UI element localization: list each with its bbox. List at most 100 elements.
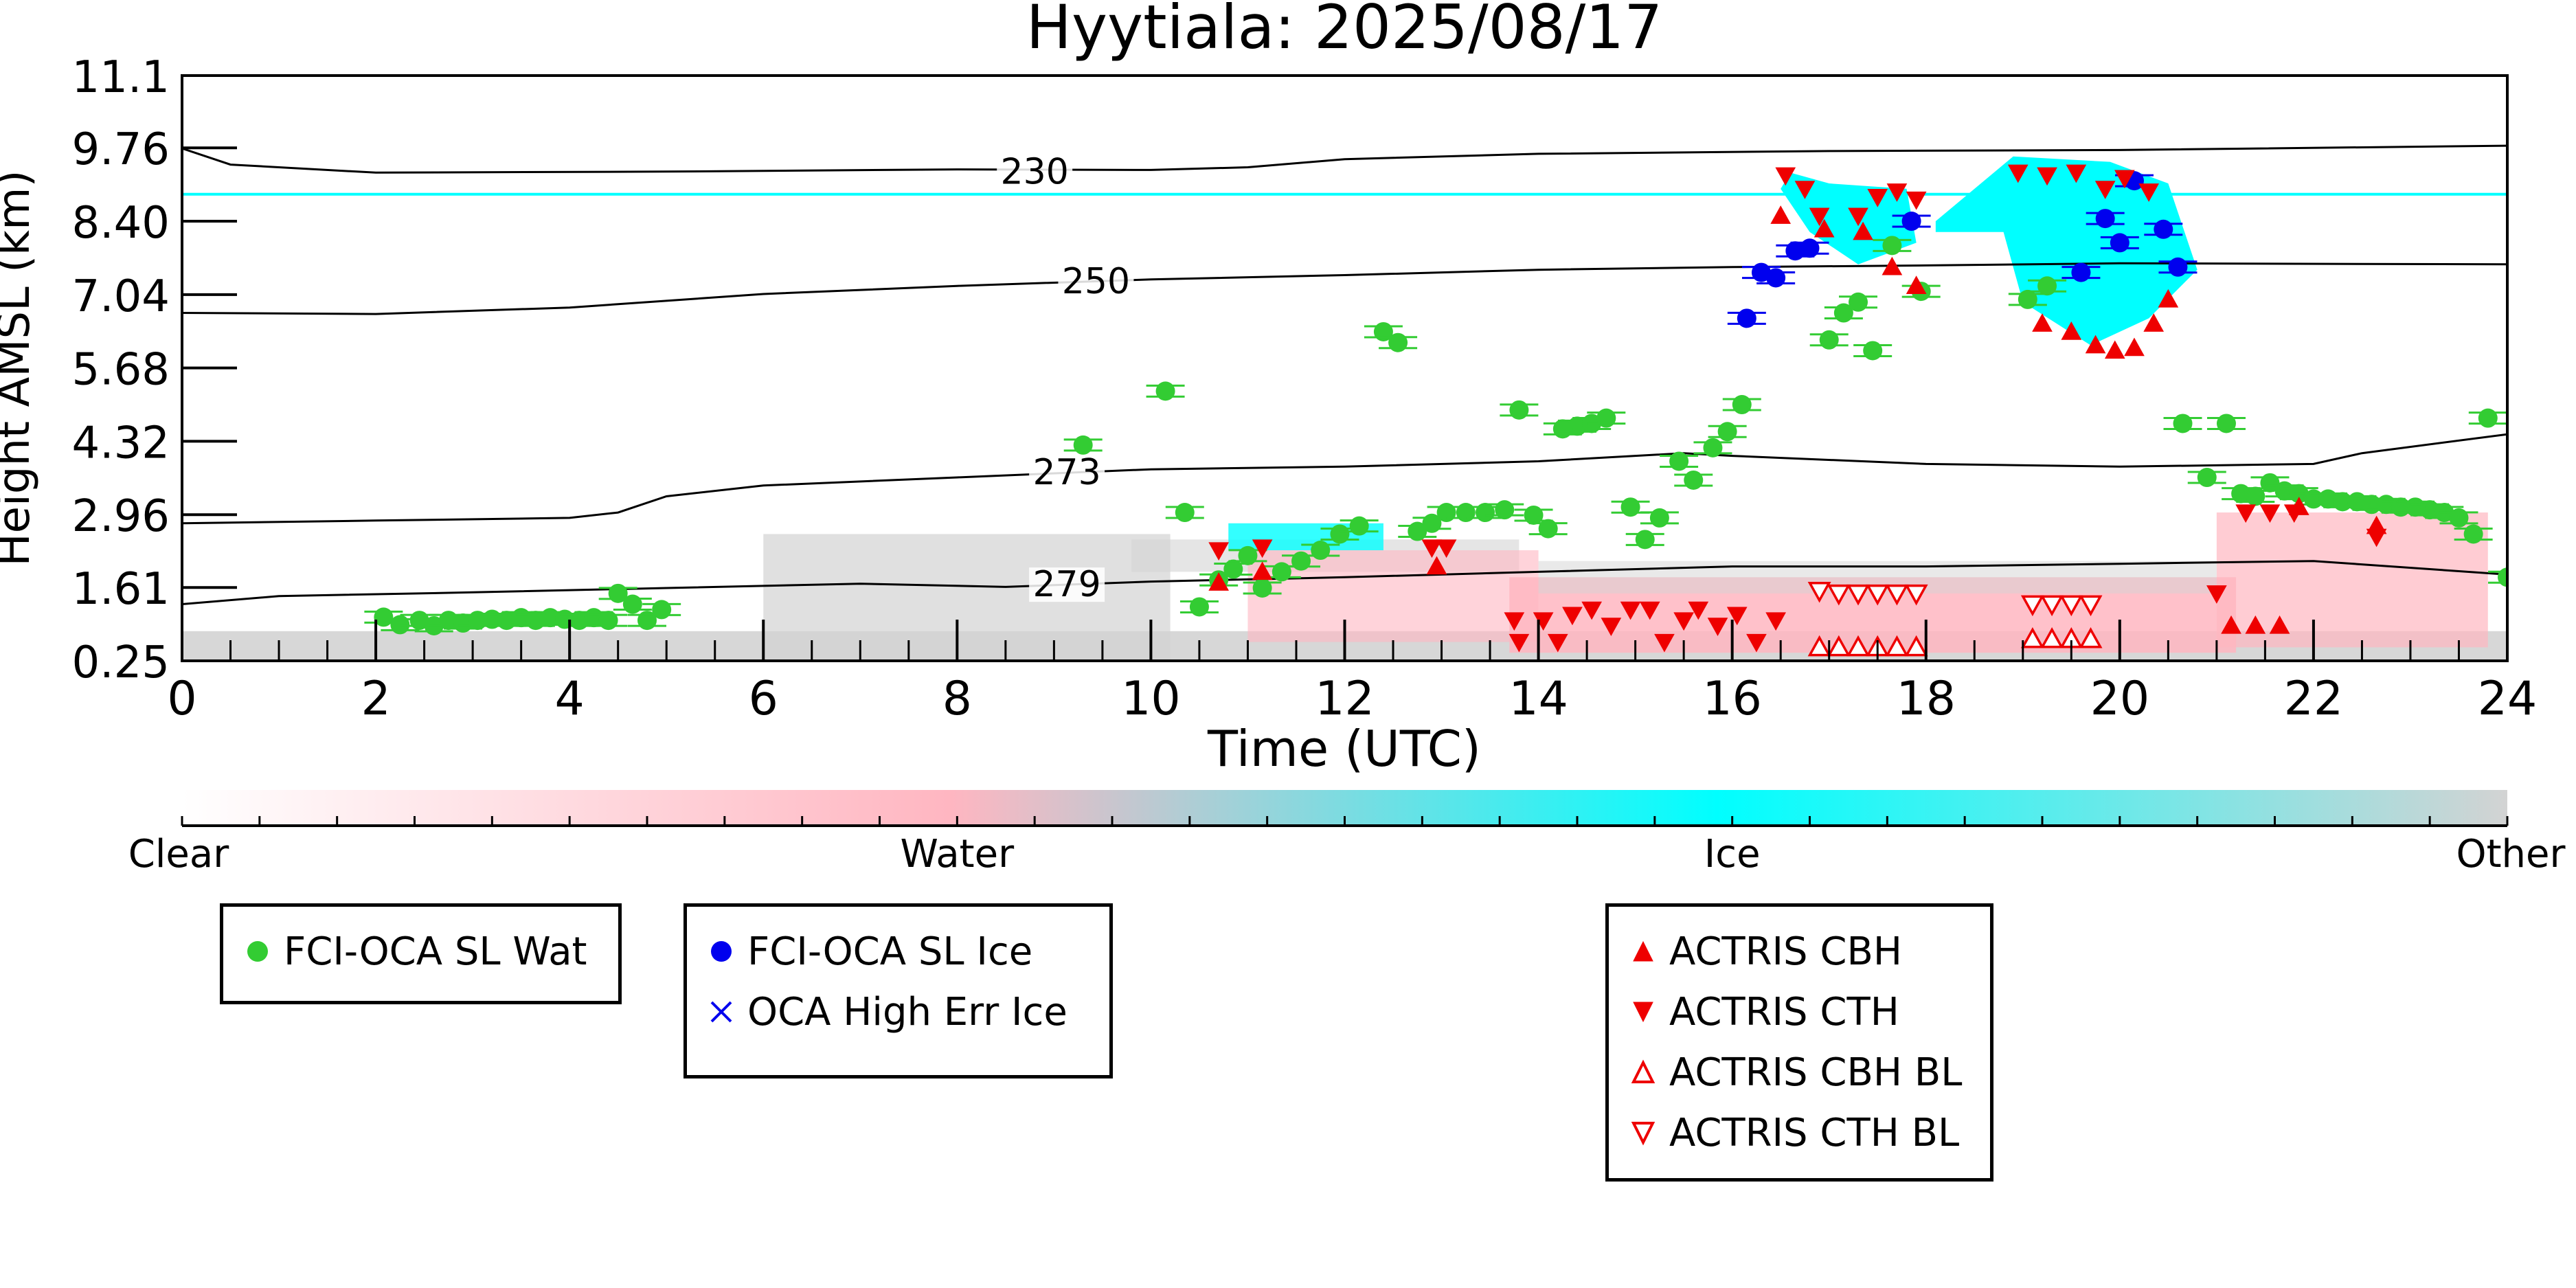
actris-cth-bl-point <box>2040 595 2064 617</box>
actris-cth-point <box>2114 170 2135 189</box>
actris-cbh-bl-point <box>1904 635 1928 657</box>
x-tick-label: 8 <box>942 672 972 726</box>
x-marker-icon <box>710 1001 732 1023</box>
actris-cth-point <box>1794 181 1816 199</box>
x-tick-label: 18 <box>1896 672 1956 726</box>
colorbar-labels: Clear Water Ice Other <box>128 832 2566 877</box>
fci-oca-sl-wat-point <box>453 613 473 633</box>
actris-cth-point <box>1421 539 1443 558</box>
fci-oca-sl-wat-point <box>1495 500 1515 520</box>
actris-cth-point <box>1252 539 1273 558</box>
contour-label-bg <box>1058 264 1134 299</box>
actris-cth-point <box>1809 207 1830 227</box>
contour-label-273: 273 <box>1032 452 1100 493</box>
fci-oca-sl-wat-point <box>1291 551 1311 571</box>
actris-cbh-point <box>2158 289 2179 308</box>
actris-cth-point <box>2259 504 2281 523</box>
fci-oca-sl-wat-point <box>2216 414 2236 433</box>
actris-cbh-bl-point <box>2079 626 2103 648</box>
fci-oca-sl-wat-point <box>2406 497 2426 517</box>
contour-label-bg <box>997 155 1073 190</box>
fci-oca-sl-ice-point <box>2168 257 2188 277</box>
actris-cbh-bl-point <box>1807 635 1831 657</box>
triangle-marker-icon <box>1631 1059 1656 1083</box>
x-tick-label: 0 <box>167 672 196 726</box>
actris-cbh-point <box>1906 275 1927 294</box>
contour-label-bg <box>1029 567 1105 602</box>
temperature-contour-273 <box>182 433 2507 525</box>
fci-oca-sl-wat-point <box>511 608 531 628</box>
fci-oca-sl-wat-point <box>1882 236 1902 256</box>
fci-oca-sl-wat-point <box>1476 503 1495 523</box>
fci-oca-sl-wat-point <box>1819 330 1839 350</box>
legend-label: OCA High Err Ice <box>747 989 1067 1035</box>
colorbar-label-ice: Ice <box>1704 832 1761 877</box>
fci-oca-sl-wat-point <box>2197 468 2217 488</box>
fci-oca-sl-wat-point <box>2420 500 2440 520</box>
fci-oca-sl-wat-point <box>1238 545 1258 565</box>
fci-oca-sl-wat-point <box>1635 530 1655 550</box>
actris-cth-point <box>1673 612 1694 631</box>
legend-label: ACTRIS CBH <box>1669 929 1903 974</box>
x-tick-label: 4 <box>555 672 585 726</box>
actris-cth-point <box>2037 167 2057 186</box>
fci-oca-sl-wat-point <box>1330 524 1350 544</box>
fci-oca-sl-ice-point <box>1785 241 1805 261</box>
fci-oca-sl-wat-point <box>584 608 604 628</box>
actris-cth-point <box>1208 542 1229 561</box>
fci-oca-sl-wat-point <box>1568 416 1587 436</box>
fci-oca-sl-wat-point <box>2376 495 2396 515</box>
fci-oca-sl-ice-point <box>2071 262 2091 282</box>
legend-actris: ACTRIS CBH ACTRIS CTH ACTRIS CBH BL ACTRIS … <box>1605 903 1993 1182</box>
x-tick-label: 10 <box>1121 672 1181 726</box>
actris-cbh-point <box>2061 321 2082 340</box>
bg-water-1 <box>1247 550 1539 642</box>
temperature-contour-279 <box>182 560 2507 605</box>
bg-ice-line <box>182 192 2507 196</box>
actris-cth-point <box>2138 183 2159 202</box>
fci-oca-sl-ice-point <box>1800 238 1820 258</box>
fci-oca-sl-ice-point <box>1766 268 1786 288</box>
fci-oca-sl-wat-point <box>1669 451 1689 471</box>
actris-cth-bl-point <box>1807 581 1831 603</box>
fci-oca-sl-wat-point <box>1552 419 1572 439</box>
actris-cth-point <box>1906 191 1927 210</box>
actris-cth-point <box>1707 618 1728 636</box>
actris-cth-point <box>1620 601 1641 620</box>
fci-oca-sl-wat-point <box>2498 567 2507 587</box>
y-tick-label: 8.40 <box>72 198 170 249</box>
actris-cth-point <box>2094 181 2116 199</box>
actris-cth-point <box>2066 164 2087 183</box>
fci-oca-sl-wat-point <box>1436 503 1456 523</box>
fci-oca-sl-wat-point <box>2260 473 2280 493</box>
actris-cbh-point <box>1252 561 1273 580</box>
x-tick-label: 14 <box>1509 672 1568 726</box>
y-axis: 0.25 1.61 2.96 4.32 5.68 7.04 8.40 9.76 11.1 <box>72 52 237 688</box>
actris-cbh-point <box>2124 337 2145 357</box>
y-tick-label: 11.1 <box>72 52 170 103</box>
fci-oca-sl-wat-point <box>598 611 618 631</box>
fci-oca-sl-wat-point <box>1408 521 1427 541</box>
fci-oca-sl-wat-point <box>1649 508 1669 528</box>
fci-oca-sl-wat-point <box>2018 289 2037 309</box>
fci-oca-sl-wat-point <box>2318 489 2338 509</box>
x-tick-label: 22 <box>2284 672 2344 726</box>
bg-ice-cloud-2 <box>1935 156 2197 346</box>
legend-item: ACTRIS CTH BL <box>1629 1105 1959 1160</box>
x-tick-label: 6 <box>749 672 778 726</box>
fci-oca-sl-wat-point <box>1732 395 1752 415</box>
fci-oca-sl-wat-point <box>1349 516 1369 536</box>
fci-oca-sl-wat-point <box>569 611 589 631</box>
fci-oca-sl-wat-point <box>1509 400 1529 420</box>
actris-cbh-point <box>2143 313 2165 332</box>
actris-cth-point <box>2007 164 2029 183</box>
actris-cth-point <box>1581 601 1603 620</box>
temperature-contour-230 <box>182 144 2507 174</box>
fci-oca-sl-wat-point <box>1223 559 1243 579</box>
actris-cth-point <box>1746 633 1767 653</box>
fci-oca-sl-wat-point <box>374 607 394 627</box>
fci-oca-sl-wat-point <box>2478 408 2498 428</box>
triangle-marker-icon <box>1631 1122 1656 1146</box>
legend-label: ACTRIS CTH BL <box>1669 1110 1960 1155</box>
actris-cbh-point <box>1770 205 1792 224</box>
